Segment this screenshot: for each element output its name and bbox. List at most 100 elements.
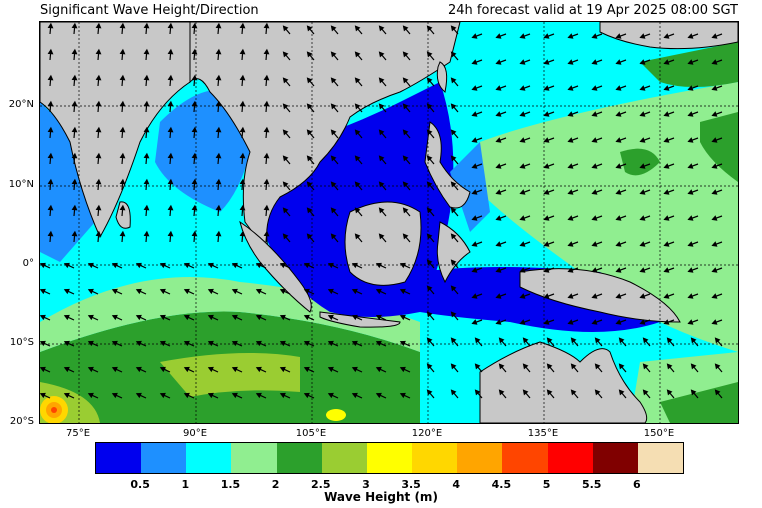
wave-direction-arrowhead <box>567 319 574 325</box>
wave-direction-arrowhead <box>615 319 622 325</box>
wave-direction-arrowhead <box>135 262 142 269</box>
wave-direction-arrowhead <box>71 22 78 29</box>
wave-direction-arrowhead <box>615 33 622 39</box>
wave-direction-arrowhead <box>666 337 673 344</box>
wave-direction-arrowhead <box>474 363 481 370</box>
wave-direction-arrowhead <box>519 163 526 169</box>
lon-label-135e: 135°E <box>527 428 559 439</box>
wave-direction-arrowhead <box>71 74 78 81</box>
wave-direction-arrowhead <box>615 215 622 221</box>
colorbar <box>95 442 684 474</box>
wave-direction-arrowhead <box>183 288 190 295</box>
wave-direction-arrowhead <box>471 293 478 299</box>
wave-direction-arrowhead <box>239 22 246 29</box>
colorbar-swatch <box>592 443 638 473</box>
wave-direction-arrowhead <box>426 233 433 240</box>
wave-direction-arrowhead <box>378 233 385 240</box>
wave-direction-arrowhead <box>594 337 601 344</box>
wave-direction-arrowhead <box>327 314 334 321</box>
wave-direction-arrowhead <box>111 340 118 347</box>
wave-direction-arrowhead <box>714 337 721 344</box>
wave-direction-arrowhead <box>71 152 78 159</box>
wave-direction-arrowhead <box>519 267 526 273</box>
colorbar-tick-label: 2.5 <box>311 478 331 491</box>
wave-direction-arrowhead <box>567 241 574 247</box>
wave-direction-arrowhead <box>543 267 550 273</box>
wave-direction-arrowhead <box>642 363 649 370</box>
wave-direction-arrowhead <box>279 392 286 399</box>
wave-direction-arrowhead <box>687 33 694 39</box>
wave-direction-arrowhead <box>351 392 358 399</box>
wave-direction-arrowhead <box>543 189 550 195</box>
wave-direction-arrowhead <box>375 340 382 347</box>
wave-direction-arrowhead <box>690 389 697 396</box>
wave-direction-arrowhead <box>40 288 46 295</box>
wave-direction-arrowhead <box>71 230 78 237</box>
wave-direction-arrowhead <box>215 22 222 29</box>
wave-direction-arrowhead <box>263 230 270 237</box>
wave-direction-arrowhead <box>167 48 174 55</box>
wave-direction-arrowhead <box>167 230 174 237</box>
lat-label-20s: 20°S <box>9 416 34 427</box>
wave-direction-arrowhead <box>135 366 142 373</box>
wave-direction-arrowhead <box>615 267 622 273</box>
wave-direction-arrowhead <box>498 363 505 370</box>
wave-direction-arrowhead <box>231 262 238 269</box>
wave-direction-arrowhead <box>615 111 622 117</box>
wave-direction-arrowhead <box>95 48 102 55</box>
wave-direction-arrowhead <box>87 392 94 399</box>
wave-direction-arrowhead <box>207 288 214 295</box>
wave-direction-arrowhead <box>327 340 334 347</box>
colorbar-tick-label: 4 <box>452 478 461 491</box>
wave-direction-arrowhead <box>495 189 502 195</box>
wave-direction-arrowhead <box>143 74 150 81</box>
wave-direction-arrowhead <box>495 293 502 299</box>
wave-direction-arrowhead <box>690 363 697 370</box>
colorbar-swatch <box>637 443 684 473</box>
wave-direction-arrowhead <box>282 77 289 84</box>
wave-direction-arrowhead <box>47 22 54 29</box>
wave-direction-arrowhead <box>663 137 670 143</box>
wave-direction-arrowhead <box>239 152 246 159</box>
wave-direction-arrowhead <box>663 163 670 169</box>
wave-direction-arrowhead <box>378 25 385 32</box>
wave-direction-arrowhead <box>239 100 246 107</box>
wave-direction-arrowhead <box>183 392 190 399</box>
wave-direction-arrowhead <box>426 389 433 396</box>
wave-direction-arrowhead <box>402 25 409 32</box>
wave-direction-arrowhead <box>519 293 526 299</box>
wave-direction-arrowhead <box>63 262 70 269</box>
wave-direction-arrowhead <box>663 267 670 273</box>
wave-direction-arrowhead <box>426 259 433 266</box>
wave-direction-arrowhead <box>47 152 54 159</box>
wave-direction-arrowhead <box>519 85 526 91</box>
colorbar-swatch <box>366 443 413 473</box>
wave-direction-arrowhead <box>546 389 553 396</box>
wave-direction-arrowhead <box>591 59 598 65</box>
wave-direction-arrowhead <box>591 241 598 247</box>
wave-direction-arrowhead <box>183 314 190 321</box>
wave-direction-arrowhead <box>111 314 118 321</box>
wave-direction-arrowhead <box>567 137 574 143</box>
wave-direction-arrowhead <box>450 259 457 266</box>
wave-direction-arrowhead <box>615 293 622 299</box>
wave-direction-arrowhead <box>471 241 478 247</box>
wave-direction-arrowhead <box>95 100 102 107</box>
wave-direction-arrowhead <box>402 129 409 136</box>
wave-direction-arrowhead <box>215 126 222 133</box>
wave-direction-arrowhead <box>498 337 505 344</box>
wave-direction-arrowhead <box>263 100 270 107</box>
wave-map[interactable] <box>39 21 739 424</box>
wave-direction-arrowhead <box>471 111 478 117</box>
wave-direction-arrowhead <box>330 51 337 58</box>
colorbar-tick-label: 3 <box>362 478 370 491</box>
wave-direction-arrowhead <box>47 100 54 107</box>
wave-direction-arrowhead <box>471 163 478 169</box>
wave-direction-arrowhead <box>375 392 382 399</box>
wave-direction-arrowhead <box>63 288 70 295</box>
wave-direction-arrowhead <box>402 77 409 84</box>
wave-direction-arrowhead <box>330 207 337 214</box>
wave-direction-arrowhead <box>687 319 694 325</box>
wave-direction-arrowhead <box>687 85 694 91</box>
wave-direction-arrowhead <box>687 293 694 299</box>
